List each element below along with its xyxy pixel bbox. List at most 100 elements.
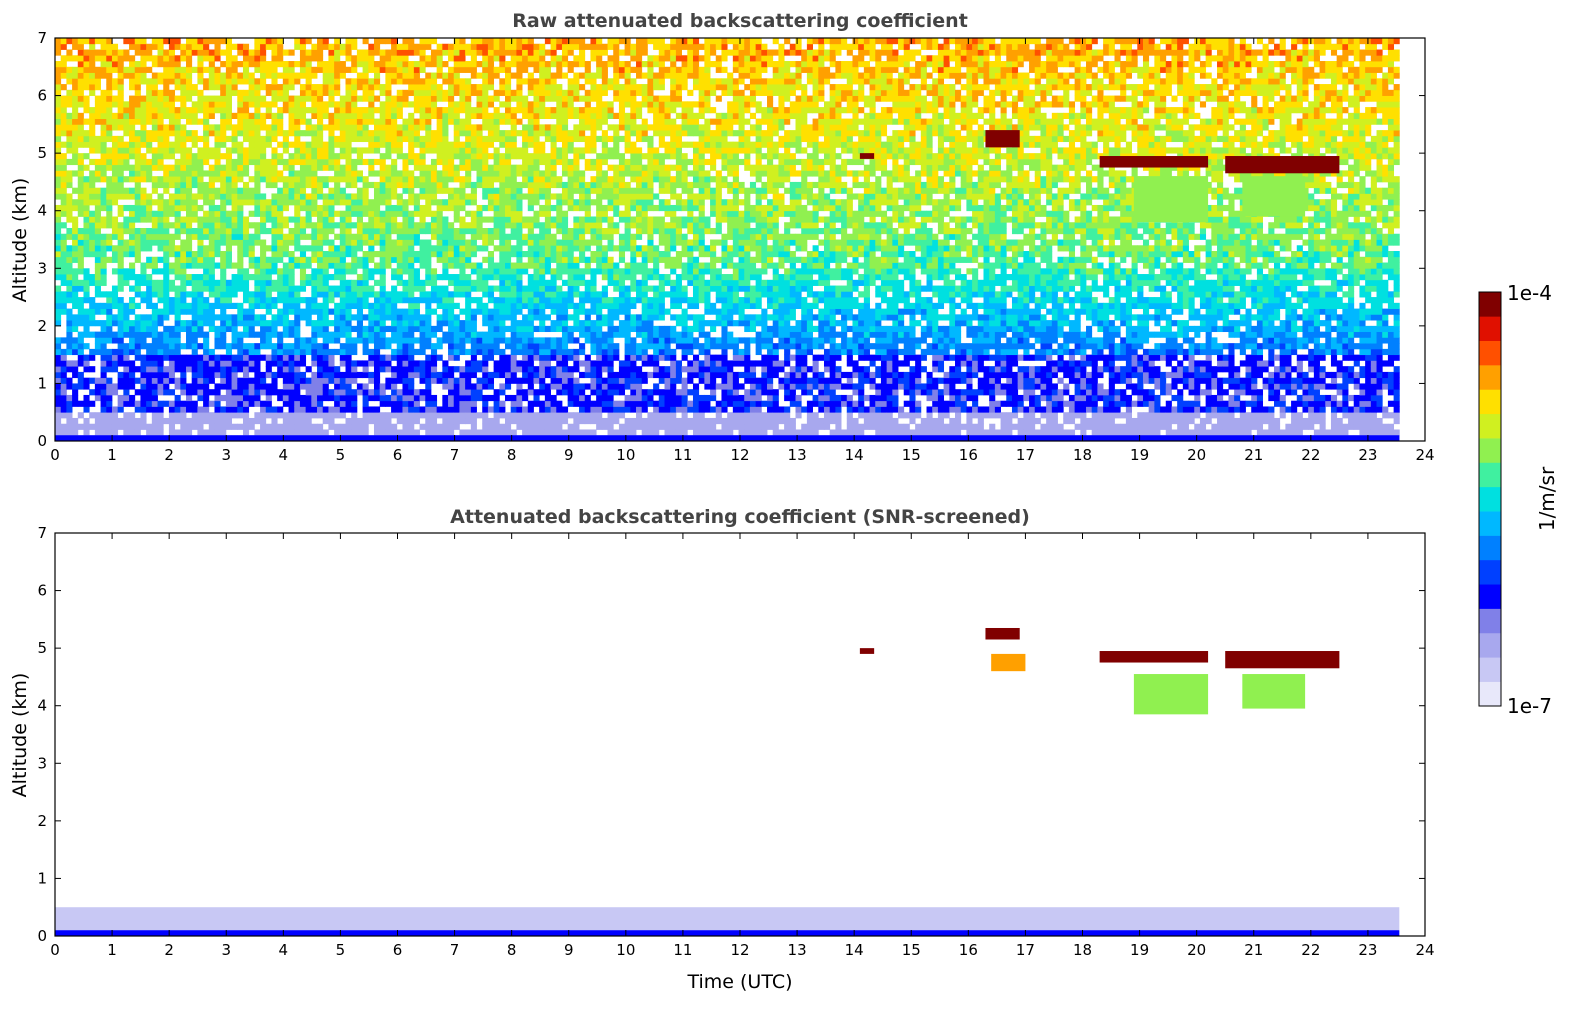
heatmap-cell [111, 406, 119, 413]
heatmap-cell [345, 331, 352, 338]
heatmap-cell [522, 158, 529, 166]
heatmap-cell [55, 394, 62, 402]
heatmap-cell [254, 412, 261, 419]
heatmap-cell [356, 112, 363, 119]
heatmap-cell [430, 49, 438, 56]
heatmap-cell [254, 38, 261, 45]
heatmap-cell [117, 302, 124, 309]
heatmap-cell [146, 164, 153, 171]
heatmap-cell [214, 124, 221, 131]
heatmap-cell [282, 84, 289, 91]
heatmap-cell [430, 297, 438, 304]
heatmap-cell [72, 55, 79, 62]
heatmap-cell [288, 268, 295, 275]
heatmap-cell [351, 66, 358, 73]
heatmap-cell [396, 135, 403, 143]
heatmap-cell [282, 216, 289, 223]
heatmap-cell [100, 233, 107, 240]
heatmap-cell [225, 43, 232, 50]
heatmap-cell [106, 187, 113, 194]
heatmap-cell [334, 348, 341, 356]
heatmap-cell [505, 84, 512, 91]
heatmap-cell [60, 389, 67, 396]
heatmap-cell [294, 366, 301, 373]
heatmap-cell [237, 314, 244, 321]
heatmap-cell [487, 112, 495, 119]
heatmap-cell [168, 262, 176, 269]
heatmap-cell [140, 204, 147, 212]
heatmap-cell [191, 227, 198, 235]
heatmap-cell [493, 210, 500, 217]
heatmap-cell [168, 130, 176, 137]
heatmap-cell [197, 251, 204, 258]
heatmap-cell [351, 268, 358, 275]
heatmap-cell [368, 320, 375, 327]
heatmap-cell [328, 274, 335, 281]
heatmap-cell [430, 274, 438, 281]
heatmap-cell [459, 38, 466, 45]
heatmap-cell [391, 187, 398, 194]
heatmap-cell [539, 429, 546, 436]
heatmap-cell [430, 366, 438, 373]
heatmap-cell [191, 320, 198, 327]
heatmap-cell [453, 251, 460, 258]
heatmap-cell [413, 308, 420, 315]
heatmap-cell [373, 170, 381, 177]
heatmap-cell [129, 400, 136, 407]
heatmap-cell [419, 227, 426, 235]
heatmap-cell [260, 297, 267, 304]
heatmap-cell [448, 325, 455, 333]
heatmap-cell [328, 147, 335, 154]
heatmap-cell [106, 164, 113, 171]
heatmap-cell [442, 308, 449, 315]
heatmap-cell [402, 268, 409, 275]
heatmap-cell [299, 268, 307, 275]
heatmap-cell [362, 331, 369, 338]
heatmap-cell [516, 377, 523, 384]
heatmap-cell [77, 95, 84, 102]
heatmap-cell [265, 400, 272, 407]
heatmap-cell [334, 285, 341, 292]
heatmap-cell [265, 130, 272, 137]
heatmap-cell [425, 291, 432, 298]
heatmap-cell [362, 95, 369, 102]
heatmap-cell [379, 49, 386, 56]
heatmap-cell [385, 84, 392, 91]
heatmap-cell [242, 279, 250, 286]
heatmap-cell [334, 135, 341, 143]
heatmap-cell [527, 216, 534, 223]
heatmap-cell [237, 279, 244, 286]
heatmap-cell [208, 302, 215, 309]
heatmap-cell [174, 164, 181, 171]
heatmap-cell [339, 302, 346, 309]
heatmap-cell [100, 429, 107, 436]
heatmap-cell [482, 360, 489, 367]
heatmap-cell [385, 302, 392, 309]
heatmap-cell [391, 285, 398, 292]
heatmap-cell [134, 66, 141, 73]
heatmap-cell [231, 43, 238, 50]
heatmap-cell [299, 377, 307, 384]
heatmap-cell [72, 124, 79, 131]
heatmap-cell [305, 412, 312, 419]
heatmap-cell [522, 394, 529, 402]
heatmap-cell [186, 38, 193, 45]
heatmap-cell [311, 89, 318, 96]
heatmap-cell [237, 222, 244, 229]
heatmap-cell [522, 406, 529, 413]
heatmap-cell [425, 406, 432, 413]
heatmap-cell [539, 101, 546, 108]
heatmap-cell [516, 308, 523, 315]
heatmap-cell [117, 78, 124, 85]
heatmap-cell [522, 193, 529, 200]
heatmap-cell [134, 325, 141, 333]
heatmap-cell [356, 84, 363, 91]
heatmap-cell [487, 101, 495, 108]
heatmap-cell [448, 227, 455, 235]
heatmap-cell [146, 331, 153, 338]
heatmap-cell [470, 239, 477, 246]
heatmap-cell [425, 118, 432, 125]
heatmap-cell [265, 210, 272, 217]
heatmap-cell [111, 331, 119, 338]
heatmap-cell [482, 61, 489, 68]
